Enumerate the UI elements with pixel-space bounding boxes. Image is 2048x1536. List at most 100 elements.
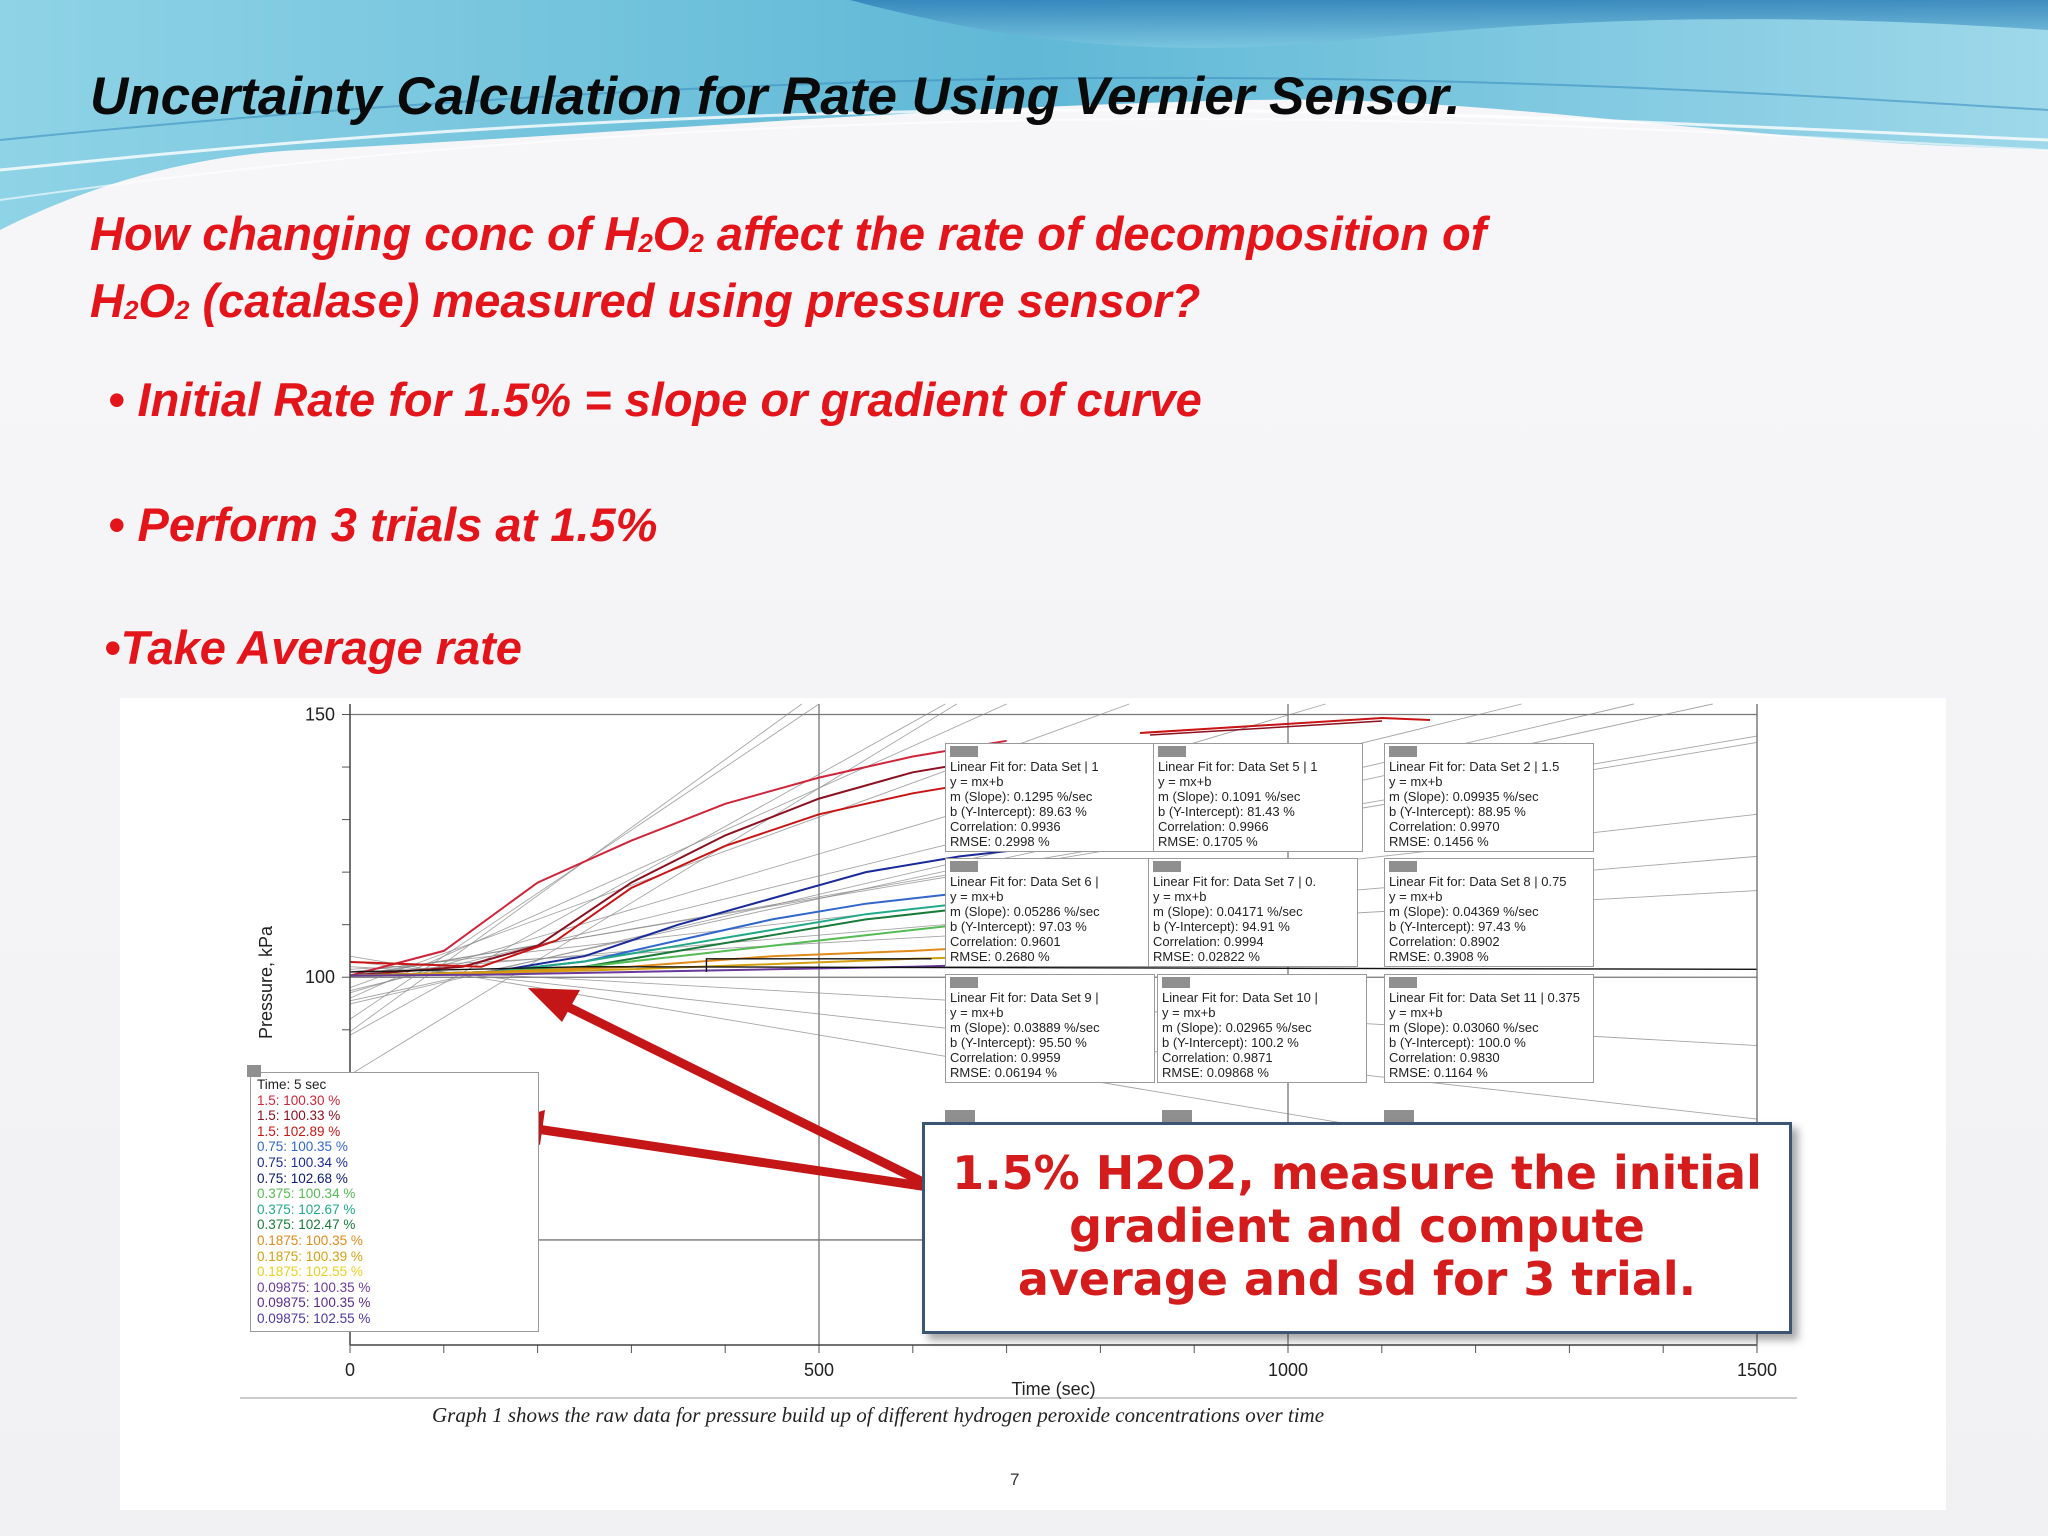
legend-entry: 0.1875: 100.39 %: [257, 1248, 363, 1264]
fit-box-line: Linear Fit for: Data Set 10 |: [1162, 990, 1318, 1005]
fit-box-handle-icon: [945, 1110, 975, 1122]
fit-box-line: Correlation: 0.9601: [950, 934, 1061, 949]
fit-box-line: m (Slope): 0.02965 %/sec: [1162, 1020, 1312, 1035]
fit-box-line: Correlation: 0.9936: [950, 819, 1061, 834]
fit-box-line: RMSE: 0.06194 %: [950, 1065, 1057, 1080]
bullet-item: • Initial Rate for 1.5% = slope or gradi…: [108, 372, 1202, 427]
fit-box-line: b (Y-Intercept): 88.95 %: [1389, 804, 1526, 819]
legend-entry: 0.09875: 100.35 %: [257, 1279, 371, 1295]
fit-box-line: RMSE: 0.1164 %: [1389, 1065, 1488, 1080]
fit-box-handle-icon: [1162, 977, 1190, 988]
fit-box-line: m (Slope): 0.04171 %/sec: [1153, 904, 1303, 919]
fit-box-handle-icon: [1384, 1110, 1414, 1122]
legend-handle-icon: [247, 1065, 261, 1077]
fit-box-line: y = mx+b: [1389, 889, 1443, 904]
legend-entry: 1.5: 102.89 %: [257, 1123, 341, 1139]
bullet-text: Perform 3 trials at 1.5%: [124, 498, 658, 551]
question-text: O: [138, 274, 175, 327]
series-line: [349, 755, 1007, 977]
fit-box-line: b (Y-Intercept): 97.03 %: [950, 919, 1087, 934]
fit-box-line: Correlation: 0.9830: [1389, 1050, 1500, 1065]
fit-box-line: b (Y-Intercept): 95.50 %: [950, 1035, 1087, 1050]
question-text: How changing conc of H: [90, 207, 639, 260]
figure-caption: Graph 1 shows the raw data for pressure …: [432, 1403, 1325, 1427]
linear-fit-box: Linear Fit for: Data Set 2 | 1.5 y = mx+b…: [1384, 743, 1594, 852]
callout-box: 1.5% H2O2, measure the initial gradient …: [922, 1122, 1792, 1334]
fit-box-line: b (Y-Intercept): 94.91 %: [1153, 919, 1290, 934]
fit-box-line: Linear Fit for: Data Set 7 | 0.: [1153, 874, 1317, 889]
linear-fit-box: Linear Fit for: Data Set 11 | 0.375 y = m…: [1384, 974, 1594, 1083]
fit-box-line: y = mx+b: [1162, 1005, 1216, 1020]
fit-box-line: y = mx+b: [950, 889, 1004, 904]
page-number: 7: [1010, 1470, 1020, 1489]
legend-entry: 0.375: 102.47 %: [257, 1217, 356, 1233]
legend-entry: 0.75: 100.35 %: [257, 1139, 348, 1155]
fit-box-line: RMSE: 0.1705 %: [1158, 834, 1258, 849]
fit-box-line: Linear Fit for: Data Set 9 |: [950, 990, 1099, 1005]
bullet-item: •Take Average rate: [104, 620, 522, 675]
question-text: H: [90, 274, 124, 327]
fit-box-line: b (Y-Intercept): 81.43 %: [1158, 804, 1295, 819]
legend-entry: 0.1875: 100.35 %: [257, 1232, 363, 1248]
callout-line: gradient and compute: [1069, 1199, 1645, 1253]
y-axis-label: Pressure, kPa: [256, 925, 276, 1039]
fit-box-handle-icon: [950, 746, 978, 757]
series-line: [1139, 716, 1431, 734]
fit-box-line: y = mx+b: [1158, 774, 1212, 789]
fit-box-line: Correlation: 0.9959: [950, 1050, 1061, 1065]
question-text: affect the rate of decomposition of: [703, 207, 1487, 260]
legend-entry: 0.1875: 102.55 %: [257, 1264, 363, 1280]
series-line: [1149, 720, 1383, 736]
callout-arrow: [529, 1123, 936, 1193]
legend-title: Time: 5 sec: [257, 1077, 327, 1092]
fit-box-handle-icon: [1158, 746, 1186, 757]
fit-box-line: b (Y-Intercept): 100.2 %: [1162, 1035, 1299, 1050]
fit-box-line: m (Slope): 0.1091 %/sec: [1158, 789, 1301, 804]
bullet-text: Take Average rate: [120, 621, 522, 674]
fit-box-line: Correlation: 0.9871: [1162, 1050, 1273, 1065]
fit-box-line: m (Slope): 0.1295 %/sec: [950, 789, 1093, 804]
fit-box-line: b (Y-Intercept): 97.43 %: [1389, 919, 1526, 934]
bullet-dot: •: [104, 621, 121, 674]
fit-box-line: b (Y-Intercept): 89.63 %: [950, 804, 1087, 819]
legend-entry: 1.5: 100.33 %: [257, 1108, 341, 1124]
callout-line: average and sd for 3 trial.: [1017, 1252, 1697, 1306]
linear-fit-box: Linear Fit for: Data Set 7 | 0. y = mx+b m…: [1148, 858, 1358, 967]
fit-box-line: y = mx+b: [950, 1005, 1004, 1020]
fit-box-line: m (Slope): 0.05286 %/sec: [950, 904, 1100, 919]
series-line: [349, 776, 1007, 968]
chart-series: [349, 739, 1758, 977]
fit-box-handle-icon: [1153, 861, 1181, 872]
series-line: [349, 739, 1007, 977]
subscript: 2: [689, 228, 704, 258]
legend-entries: 1.5: 100.30 % 1.5: 100.33 % 1.5: 102.89 % 0…: [257, 1093, 532, 1327]
fit-box-line: y = mx+b: [950, 774, 1004, 789]
fit-box-line: y = mx+b: [1153, 889, 1207, 904]
y-tick-label: 150: [305, 705, 335, 725]
fit-box-line: RMSE: 0.1456 %: [1389, 834, 1489, 849]
fit-box-line: Linear Fit for: Data Set | 1: [950, 759, 1099, 774]
fit-box-line: Correlation: 0.8902: [1389, 934, 1500, 949]
fit-box-line: RMSE: 0.3908 %: [1389, 949, 1489, 964]
fit-box-line: RMSE: 0.02822 %: [1153, 949, 1260, 964]
linear-fit-line: [349, 703, 1007, 999]
fit-box-line: Correlation: 0.9966: [1158, 819, 1269, 834]
bullet-dot: •: [108, 373, 125, 426]
fit-box-handle-icon: [1389, 861, 1417, 872]
question-text: O: [652, 207, 690, 260]
x-axis-label: Time (sec): [1011, 1379, 1095, 1399]
arrowhead-icon: [528, 988, 580, 1022]
fit-box-line: Linear Fit for: Data Set 5 | 1: [1158, 759, 1318, 774]
fit-box-handle-icon: [1389, 977, 1417, 988]
fit-box-line: m (Slope): 0.04369 %/sec: [1389, 904, 1539, 919]
linear-fit-line: [349, 703, 946, 1036]
linear-fit-box: Linear Fit for: Data Set 10 | y = mx+b m (…: [1157, 974, 1367, 1083]
fit-box-line: RMSE: 0.2998 %: [950, 834, 1050, 849]
subscript: 2: [638, 228, 653, 258]
legend-entry: 0.75: 102.68 %: [257, 1170, 348, 1186]
fit-box-line: Correlation: 0.9994: [1153, 934, 1264, 949]
fit-box-handle-icon: [950, 977, 978, 988]
chart-legend: Time: 5 sec 1.5: 100.30 % 1.5: 100.33 % 1.…: [247, 1065, 539, 1332]
